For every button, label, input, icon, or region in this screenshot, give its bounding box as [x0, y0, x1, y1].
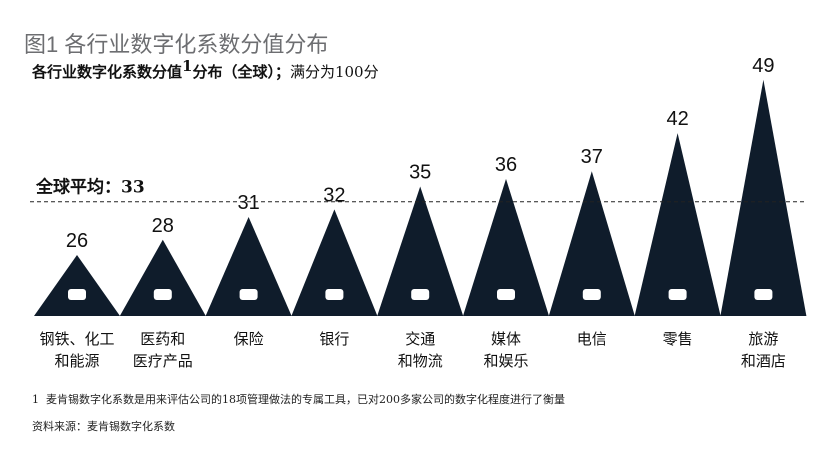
value-label: 49: [752, 55, 774, 77]
value-label: 31: [237, 192, 259, 214]
icon: [754, 289, 773, 300]
footnote-mark: 1: [32, 393, 39, 406]
value-label: 37: [581, 146, 603, 168]
value-label: 28: [152, 215, 174, 237]
triangle: [119, 239, 206, 316]
triangle: [291, 209, 378, 316]
triangle: [34, 255, 120, 316]
icon: [239, 289, 258, 300]
category-label: 银行: [319, 330, 349, 348]
source: 资料来源：麦肯锡数字化系数: [32, 419, 175, 433]
category-label: 保险: [234, 330, 264, 348]
category-label: 交通: [405, 330, 435, 348]
category-label: 媒体: [491, 330, 521, 348]
value-label: 26: [66, 230, 88, 252]
triangle: [720, 79, 807, 316]
chart-subtitle: 各行业数字化系数分值1分布（全球）；满分为100分: [31, 57, 379, 81]
icon: [668, 289, 687, 300]
subtitle-bold-rest: 分布（全球）；: [192, 63, 290, 81]
category-label: 和娱乐: [483, 352, 528, 370]
category-label: 医药和: [140, 330, 185, 348]
category-label: 零售: [663, 330, 693, 348]
category-label: 电信: [577, 330, 607, 348]
triangle: [377, 186, 464, 316]
category-label: 旅游: [748, 330, 778, 348]
icon: [325, 289, 344, 300]
icon: [497, 289, 515, 300]
footnote: 麦肯锡数字化系数是用来评估公司的18项管理做法的专属工具，已对200多家公司的数…: [46, 392, 565, 406]
value-label: 32: [323, 184, 345, 206]
category-label: 医疗产品: [133, 352, 193, 370]
triangle: [548, 171, 635, 316]
value-label: 35: [409, 161, 431, 183]
value-label: 36: [495, 154, 517, 176]
subtitle-bold: 各行业数字化系数分值: [31, 63, 182, 81]
category-label: 和物流: [398, 352, 443, 370]
average-label-text: 全球平均：: [35, 177, 121, 198]
icon: [411, 289, 430, 300]
category-label: 钢铁、化工: [39, 330, 114, 348]
subtitle-sup: 1: [182, 57, 192, 75]
category-label: 和能源: [54, 352, 99, 370]
average-label: 全球平均：33: [35, 177, 145, 198]
icon: [68, 289, 86, 300]
average-value: 33: [121, 178, 145, 198]
subtitle-normal: 满分为100分: [290, 63, 379, 81]
triangle: [634, 133, 721, 316]
triangle: [463, 178, 549, 316]
chart-title: 图1 各行业数字化系数分值分布: [24, 32, 328, 57]
triangle: [205, 216, 292, 316]
category-label: 和酒店: [741, 352, 786, 370]
value-label: 42: [666, 108, 688, 130]
icon: [153, 289, 172, 300]
icon: [582, 289, 601, 300]
